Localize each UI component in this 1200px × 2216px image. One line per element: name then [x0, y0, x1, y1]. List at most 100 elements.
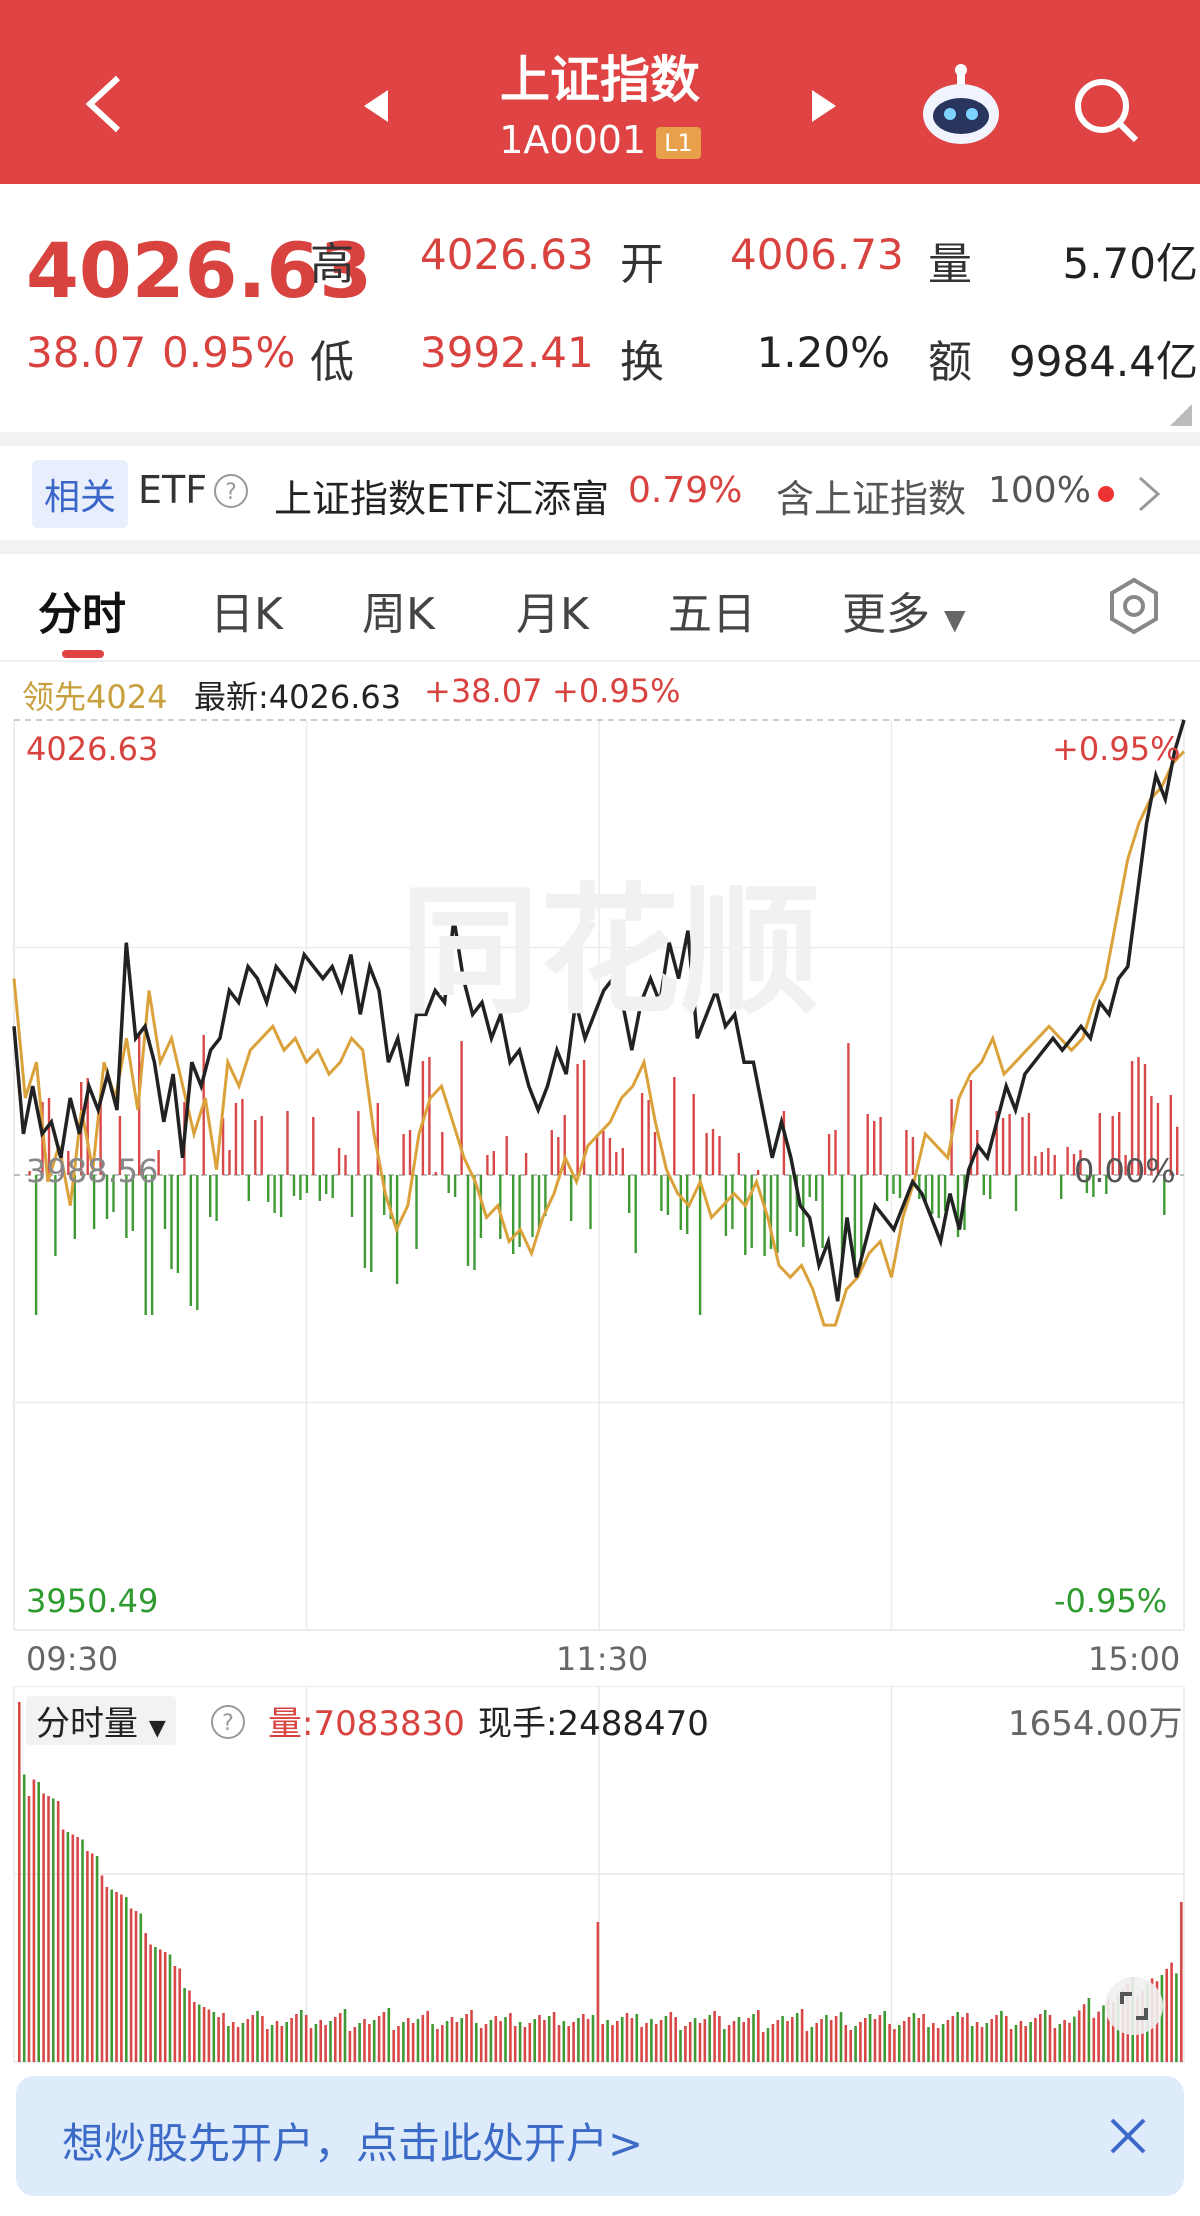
pct-axis-mid-label: 0.00% [1074, 1152, 1176, 1190]
chevron-right-icon[interactable] [1134, 474, 1164, 514]
volume-bar [431, 2024, 434, 2062]
volume-value: 5.70亿 [1062, 239, 1198, 288]
related-etf-row[interactable]: 相关 ETF ? 上证指数ETF汇添富 0.79% 含上证指数 100% [0, 446, 1200, 540]
tab-five-day[interactable]: 五日 [668, 589, 756, 640]
breadth-bar [1150, 1096, 1153, 1175]
breadth-bar [679, 1175, 682, 1230]
volume-bar [820, 2019, 823, 2062]
breadth-bar [698, 1175, 702, 1315]
volume-bar [757, 2010, 760, 2062]
volume-bar [1014, 2025, 1018, 2062]
search-icon[interactable] [1072, 76, 1142, 146]
volume-bar [883, 2011, 886, 2062]
volume-bar [679, 2030, 682, 2062]
volume-bar [1019, 2021, 1023, 2062]
breadth-bar [196, 1175, 199, 1310]
volume-bar [946, 2020, 950, 2062]
tab-more[interactable]: 更多 ▼ [842, 589, 966, 640]
volume-bar [970, 2026, 974, 2062]
expand-corner-icon[interactable] [1170, 404, 1192, 426]
volume-bar [723, 2029, 726, 2062]
volume-bar [698, 2023, 702, 2062]
page-title: 上证指数 [500, 51, 700, 109]
divider [0, 540, 1200, 554]
volume-bar [227, 2026, 230, 2062]
tab-daily-k[interactable]: 日K [210, 589, 283, 640]
breadth-bar [673, 1077, 676, 1175]
breadth-bar [892, 1175, 895, 1194]
volume-bar [32, 1779, 36, 2062]
volume-bar [445, 2021, 449, 2062]
breadth-bar [815, 1175, 818, 1201]
volume-bar [61, 1829, 65, 2062]
breadth-bar [834, 1130, 837, 1175]
divider [0, 660, 1200, 662]
open-account-banner[interactable]: 想炒股先开户，点击此处开户> [16, 2076, 1184, 2196]
breadth-bar [1137, 1057, 1140, 1175]
help-icon[interactable]: ? [212, 472, 250, 510]
volume-bar [567, 2026, 570, 2062]
breadth-bar [821, 1175, 824, 1248]
volume-help-icon[interactable]: ? [208, 1702, 248, 1742]
intraday-chart[interactable]: 同花顺 [0, 700, 1200, 1640]
breadth-bar [937, 1175, 940, 1218]
prev-index-icon[interactable] [362, 88, 392, 124]
robot-assistant-icon[interactable] [916, 58, 1006, 148]
price-change: 38.07 [26, 328, 147, 377]
volume-bar [601, 2024, 604, 2062]
breadth-bar [576, 1064, 579, 1175]
volume-bar [654, 2024, 658, 2062]
latest-change: +38.07 [424, 672, 543, 710]
breadth-bar [769, 1175, 773, 1249]
breadth-bar [286, 1111, 289, 1175]
breadth-bar [209, 1175, 212, 1217]
open-value: 4006.73 [730, 230, 904, 279]
tab-weekly-k[interactable]: 周K [362, 589, 435, 640]
volume-bar [56, 1801, 60, 2062]
breadth-bar [1163, 1175, 1166, 1215]
volume-bar [163, 1952, 167, 2062]
close-icon[interactable] [1106, 2114, 1150, 2158]
breadth-bar [112, 1175, 115, 1212]
settings-hex-icon[interactable] [1104, 576, 1164, 636]
volume-bar [898, 2025, 901, 2062]
volume-bar [217, 2017, 220, 2062]
volume-bar [1043, 2010, 1047, 2062]
fullscreen-icon[interactable] [1104, 1976, 1164, 2036]
volume-bar [932, 2023, 935, 2062]
tab-monthly-k[interactable]: 月K [516, 589, 589, 640]
breadth-bar [247, 1175, 250, 1201]
volume-bar [834, 2016, 838, 2062]
breadth-bar [499, 1175, 502, 1239]
back-icon[interactable] [80, 72, 128, 136]
etf-change-pct: 0.79% [628, 470, 743, 511]
svg-text:?: ? [222, 1711, 234, 1736]
y-axis-top-label: 4026.63 [26, 730, 159, 768]
breadth-bar [628, 1175, 631, 1213]
volume-mode-select[interactable]: 分时量 ▼ [26, 1696, 176, 1745]
breadth-bar [737, 1153, 740, 1175]
volume-bar [129, 1908, 133, 2062]
volume-bar [120, 1894, 123, 2062]
breadth-bar [840, 1175, 844, 1267]
breadth-bar [956, 1175, 960, 1237]
volume-bar [951, 2016, 955, 2062]
volume-chart[interactable] [0, 1686, 1200, 2066]
next-index-icon[interactable] [808, 88, 838, 124]
volume-bar [611, 2025, 614, 2062]
breadth-bars [28, 1035, 1179, 1315]
breadth-bar [692, 1094, 695, 1175]
volume-bar [1034, 2018, 1037, 2062]
breadth-bar [73, 1175, 76, 1239]
tab-intraday[interactable]: 分时 [38, 589, 126, 640]
breadth-bar [434, 1172, 437, 1175]
volume-bar [470, 2010, 473, 2062]
breadth-bar [582, 1060, 586, 1175]
volume-bar [509, 2013, 512, 2062]
breadth-bar [705, 1133, 708, 1175]
volume-bar [499, 2021, 502, 2062]
volume-bar [878, 2015, 882, 2062]
breadth-bar [550, 1130, 553, 1175]
volume-bar [966, 2013, 969, 2062]
volume-bar [1063, 2020, 1066, 2062]
